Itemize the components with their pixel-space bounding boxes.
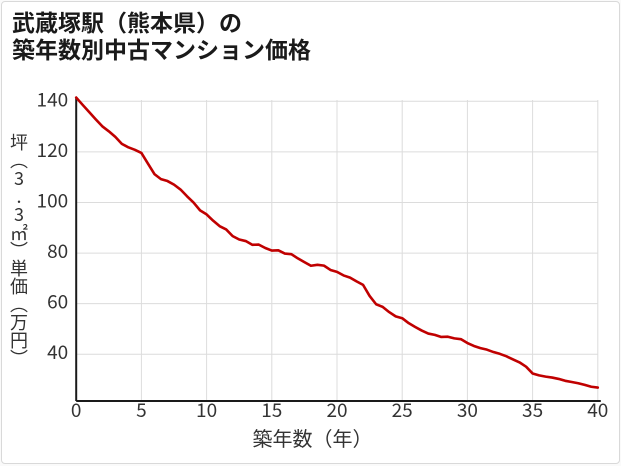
- svg-text:35: 35: [522, 396, 543, 423]
- svg-text:0: 0: [71, 396, 82, 423]
- svg-text:100: 100: [37, 187, 69, 214]
- svg-text:40: 40: [47, 338, 68, 365]
- svg-text:25: 25: [392, 396, 413, 423]
- svg-text:140: 140: [37, 85, 69, 112]
- svg-text:30: 30: [457, 396, 478, 423]
- svg-text:60: 60: [47, 288, 68, 315]
- svg-text:5: 5: [136, 396, 147, 423]
- svg-text:40: 40: [587, 396, 608, 423]
- svg-text:15: 15: [261, 396, 282, 423]
- svg-text:120: 120: [37, 136, 69, 163]
- svg-text:10: 10: [196, 396, 217, 423]
- svg-text:20: 20: [326, 396, 347, 423]
- svg-text:80: 80: [47, 237, 68, 264]
